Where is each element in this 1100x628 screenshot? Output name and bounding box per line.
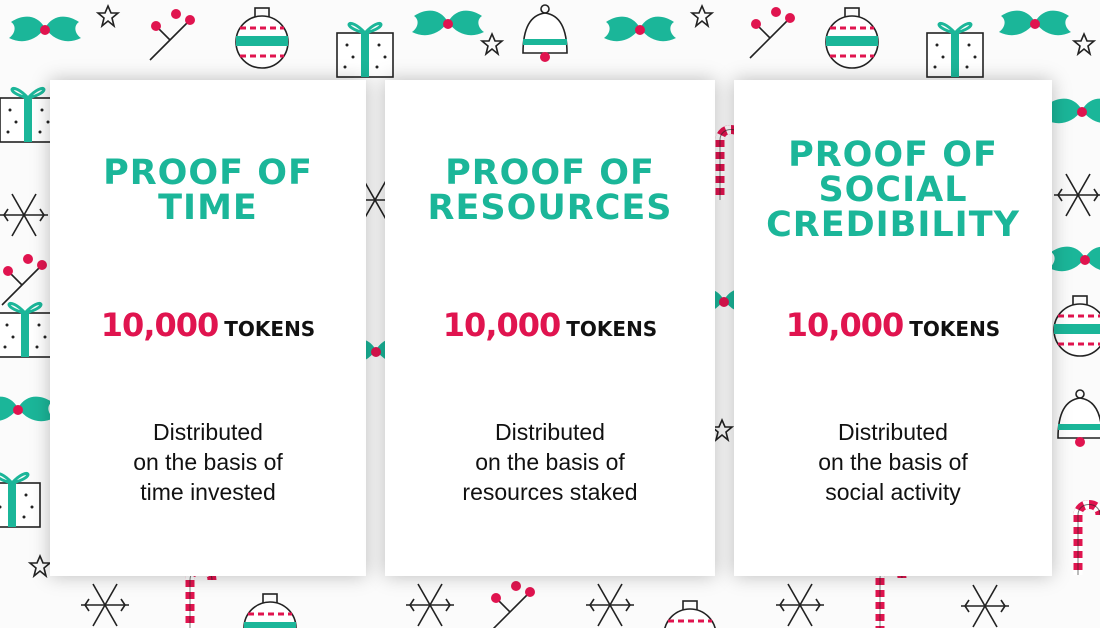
desc-line: time invested — [140, 479, 276, 505]
amount-value: 10,000 — [785, 306, 904, 344]
berry-branch-icon — [1, 253, 48, 306]
amount-value: 10,000 — [442, 306, 561, 344]
card-title: PROOF OF SOCIAL CREDIBILITY — [734, 138, 1052, 243]
holly-icon — [9, 16, 81, 42]
desc-line: Distributed — [838, 419, 948, 445]
card-title: PROOF OF RESOURCES — [385, 156, 715, 226]
holly-icon — [1046, 98, 1100, 124]
card-description: Distributed on the basis of resources st… — [385, 417, 715, 507]
star-icon — [481, 33, 503, 55]
title-line: SOCIAL — [818, 170, 968, 210]
holly-icon — [604, 16, 676, 42]
card-proof-of-time: PROOF OF TIME 10,000 TOKENS Distributed o… — [50, 80, 366, 576]
ornament-icon — [242, 592, 298, 628]
amount-unit: TOKENS — [909, 317, 1001, 341]
berry-branch-icon — [489, 580, 536, 628]
star-icon — [29, 555, 51, 577]
candy-cane-icon — [880, 568, 902, 628]
holly-icon — [999, 10, 1071, 36]
snowflake-icon — [0, 193, 49, 237]
berry-branch-icon — [149, 8, 196, 61]
snowflake-icon — [1053, 173, 1100, 217]
token-amount: 10,000 TOKENS — [50, 306, 366, 344]
desc-line: on the basis of — [818, 449, 968, 475]
ornament-icon — [1052, 294, 1100, 358]
amount-value: 10,000 — [100, 306, 219, 344]
title-line: TIME — [158, 188, 258, 228]
desc-line: resources staked — [462, 479, 638, 505]
star-icon — [1073, 33, 1095, 55]
candy-cane-icon — [190, 570, 212, 628]
card-description: Distributed on the basis of social activ… — [734, 417, 1052, 507]
star-icon — [97, 5, 119, 27]
card-proof-of-social-credibility: PROOF OF SOCIAL CREDIBILITY 10,000 TOKENS… — [734, 80, 1052, 576]
star-icon — [691, 5, 713, 27]
gift-icon — [0, 301, 55, 359]
holly-icon — [0, 396, 54, 422]
gift-icon — [925, 21, 985, 79]
bell-icon — [522, 4, 568, 63]
card-description: Distributed on the basis of time investe… — [50, 417, 366, 507]
holly-icon — [412, 10, 484, 36]
title-line: PROOF OF — [103, 153, 313, 193]
bell-icon — [1057, 389, 1100, 448]
candy-cane-icon — [1078, 505, 1100, 576]
gift-icon — [0, 86, 58, 144]
desc-line: on the basis of — [133, 449, 283, 475]
card-proof-of-resources: PROOF OF RESOURCES 10,000 TOKENS Distribu… — [385, 80, 715, 576]
berry-branch-icon — [749, 6, 796, 59]
snowflake-icon — [80, 583, 130, 627]
token-amount: 10,000 TOKENS — [385, 306, 715, 344]
snowflake-icon — [585, 583, 635, 627]
card-title: PROOF OF TIME — [50, 156, 366, 226]
token-amount: 10,000 TOKENS — [734, 306, 1052, 344]
snowflake-icon — [960, 584, 1010, 628]
snowflake-icon — [405, 583, 455, 627]
title-line: PROOF OF — [788, 135, 998, 175]
title-line: CREDIBILITY — [766, 205, 1020, 245]
ornament-icon — [234, 6, 290, 70]
amount-unit: TOKENS — [566, 317, 658, 341]
desc-line: on the basis of — [475, 449, 625, 475]
amount-unit: TOKENS — [224, 317, 316, 341]
gift-icon — [0, 471, 42, 529]
holly-icon — [1049, 246, 1100, 272]
star-icon — [711, 419, 733, 441]
desc-line: Distributed — [153, 419, 263, 445]
gift-icon — [335, 21, 395, 79]
ornament-icon — [662, 599, 718, 628]
title-line: RESOURCES — [427, 188, 673, 228]
desc-line: Distributed — [495, 419, 605, 445]
title-line: PROOF OF — [445, 153, 655, 193]
snowflake-icon — [775, 583, 825, 627]
ornament-icon — [824, 6, 880, 70]
desc-line: social activity — [825, 479, 961, 505]
